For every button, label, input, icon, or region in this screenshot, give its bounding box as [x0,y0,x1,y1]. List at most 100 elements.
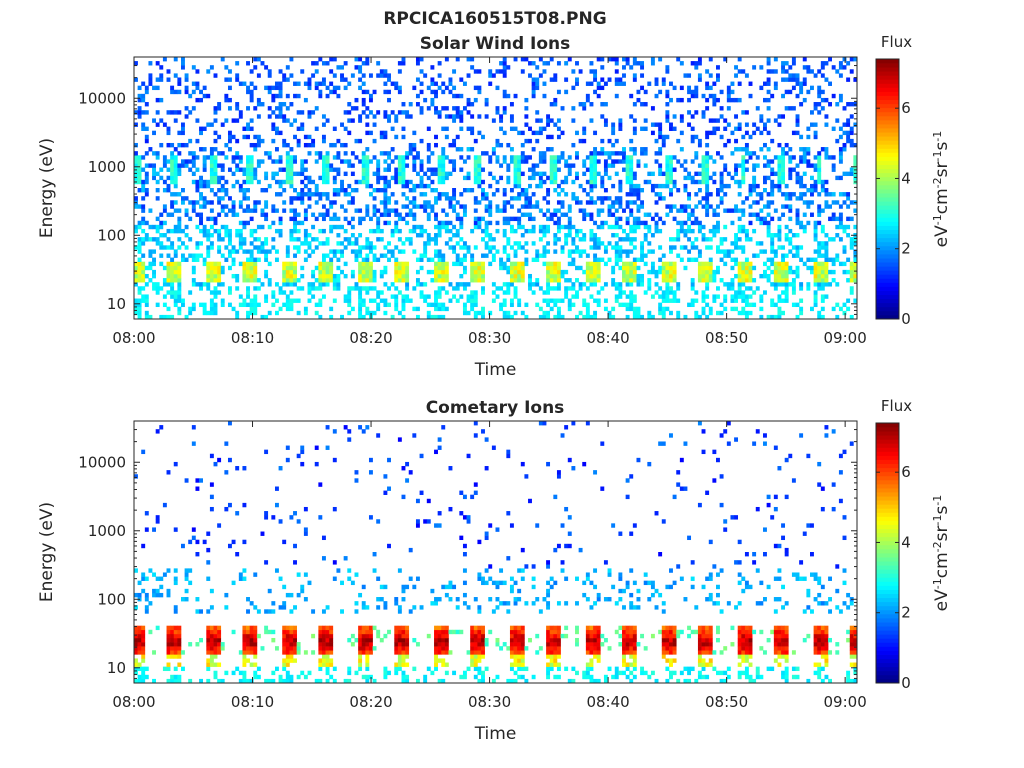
heatmap-cell [723,57,728,62]
heatmap-cell [672,155,677,160]
heatmap-cell [282,179,287,185]
heatmap-cell [734,233,739,238]
heatmap-cell [842,130,847,136]
heatmap-cell [365,61,370,66]
heatmap-cell [285,93,290,99]
heatmap-cell [188,539,193,545]
heatmap-cell [376,167,381,172]
heatmap-cell [697,273,702,279]
heatmap-cell [571,241,576,246]
heatmap-cell [448,245,453,250]
heatmap-cell [372,122,377,127]
heatmap-cell [303,527,308,532]
heatmap-cell [372,196,377,201]
heatmap-cell [629,159,634,164]
heatmap-cell [162,179,167,185]
heatmap-cell [752,151,757,156]
heatmap-cell [285,306,290,312]
heatmap-cell [813,179,818,185]
heatmap-cell [459,257,464,262]
heatmap-cell [368,73,373,78]
heatmap-cell [509,228,514,234]
heatmap-cell [499,306,504,312]
heatmap-cell [817,208,822,213]
heatmap-cell [188,237,193,242]
heatmap-cell [340,179,344,185]
heatmap-cell [538,237,543,242]
heatmap-cell [589,151,594,156]
heatmap-cell [462,265,467,271]
heatmap-cell [629,163,634,168]
heatmap-cell [759,294,764,299]
heatmap-cell [665,118,670,123]
heatmap-cell [690,134,695,140]
heatmap-cell [144,138,149,144]
heatmap-cell [434,224,438,230]
heatmap-cell [173,642,178,647]
heatmap-cell [647,212,652,217]
heatmap-cell [332,179,337,185]
heatmap-cell [271,122,276,127]
heatmap-cell [209,290,214,295]
heatmap-cell [708,204,713,209]
heatmap-cell [828,155,832,160]
heatmap-cell [246,650,250,655]
heatmap-cell [524,314,529,320]
heatmap-cell [618,204,623,209]
heatmap-cell [434,233,438,238]
heatmap-cell [589,261,594,267]
heatmap-cell [520,310,525,316]
heatmap-cell [162,208,167,213]
heatmap-cell [661,273,666,279]
heatmap-cell [773,269,778,275]
heatmap-cell [321,265,326,271]
heatmap-cell [235,212,240,217]
heatmap-cell [470,147,475,152]
heatmap-cell [795,269,800,275]
heatmap-cell [199,253,203,258]
heatmap-cell [629,265,634,271]
heatmap-cell [246,314,250,320]
heatmap-cell [224,179,229,185]
heatmap-cell [625,155,630,160]
heatmap-cell [332,175,337,181]
heatmap-cell [289,646,294,651]
heatmap-cell [137,642,142,647]
heatmap-cell [546,278,551,283]
heatmap-cell [723,249,728,254]
heatmap-cell [481,179,485,185]
heatmap-cell [300,265,305,271]
heatmap-cell [781,61,786,66]
heatmap-cell [473,245,478,250]
heatmap-cell [325,159,330,164]
heatmap-cell [571,224,576,230]
heatmap-cell [763,142,767,148]
heatmap-cell [640,220,645,226]
heatmap-cell [647,310,652,316]
heatmap-cell [300,163,305,168]
heatmap-cell [184,106,189,111]
heatmap-cell [546,118,551,123]
heatmap-cell [459,77,464,82]
heatmap-cell [285,118,290,123]
heatmap-cell [264,609,269,614]
heatmap-cell [632,118,637,123]
heatmap-cell [820,261,825,267]
heatmap-cell [824,147,829,152]
heatmap-cell [596,241,601,246]
heatmap-cell [141,126,146,131]
heatmap-cell [838,65,843,70]
heatmap-cell [766,77,771,82]
heatmap-cell [242,568,247,573]
heatmap-cell [495,228,500,234]
heatmap-cell [397,228,402,234]
heatmap-cell [777,314,782,320]
heatmap-cell [325,118,330,123]
heatmap-cell [217,134,222,140]
heatmap-cell [293,118,297,123]
heatmap-cell [361,245,366,250]
heatmap-cell [358,216,363,222]
heatmap-cell [806,126,811,131]
heatmap-cell [582,130,587,136]
heatmap-cell [640,204,645,209]
